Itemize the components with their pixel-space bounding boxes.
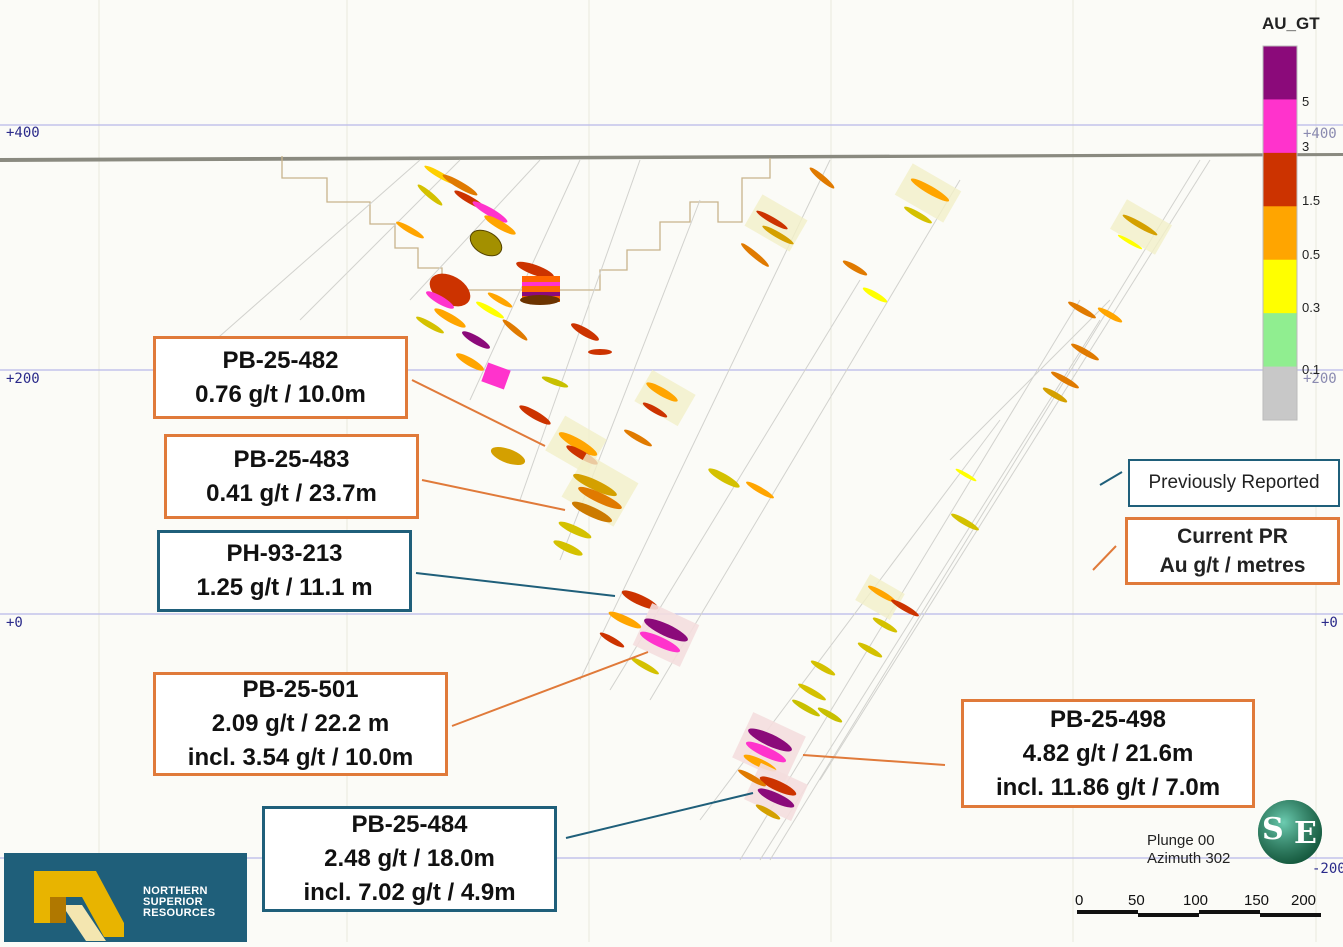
badge-letter-e: E xyxy=(1294,816,1317,851)
plunge-label: Plunge 00 xyxy=(1147,832,1215,849)
colorbar-segment xyxy=(1263,46,1297,100)
colorbar-segment xyxy=(1263,152,1297,207)
topography-surface xyxy=(0,153,1343,162)
company-logo-mark xyxy=(34,871,124,941)
scale-tick-200: 200 xyxy=(1291,892,1317,909)
legend-current-pr: Current PR Au g/t / metres xyxy=(1125,517,1340,585)
legend-previously-reported: Previously Reported xyxy=(1128,459,1340,507)
colorbar-label-3: 3 xyxy=(1302,139,1310,154)
company-name-line2: SUPERIOR xyxy=(143,896,203,908)
callout-included-grade: incl. 7.02 g/t / 4.9m xyxy=(303,879,516,906)
elevation-label-right-200: +200 xyxy=(1303,371,1337,387)
legend-current-units: Au g/t / metres xyxy=(1159,554,1306,577)
colorbar-label-0-1: 0.1 xyxy=(1302,362,1321,377)
colorbar-title: AU_GT xyxy=(1262,14,1320,33)
callout-included-grade: incl. 11.86 g/t / 7.0m xyxy=(995,773,1221,801)
callout-grade: 2.09 g/t / 22.2 m xyxy=(211,710,390,737)
callout-pb-25-501: PB-25-501 2.09 g/t / 22.2 m incl. 3.54 g… xyxy=(153,672,448,776)
callout-hole-id: PB-25-482 xyxy=(222,346,339,374)
elevation-label-left-200: +200 xyxy=(6,371,40,387)
colorbar-segment xyxy=(1263,206,1297,261)
colorbar-label-0-5: 0.5 xyxy=(1302,247,1321,262)
callout-grade: 0.76 g/t / 10.0m xyxy=(195,380,366,408)
callout-hole-id: PB-25-498 xyxy=(1049,705,1167,733)
badge-letter-s: S xyxy=(1262,812,1284,847)
elevation-label-right-0: +0 xyxy=(1321,615,1338,631)
colorbar-segment xyxy=(1263,259,1297,314)
leader-lines xyxy=(411,379,1123,839)
colorbar-segment xyxy=(1263,313,1297,368)
pit-outline xyxy=(281,156,771,291)
callout-pb-25-498: PB-25-498 4.82 g/t / 21.6m incl. 11.86 g… xyxy=(961,699,1255,808)
callout-hole-id: PH-93-213 xyxy=(226,540,343,567)
elevation-label-left-0: +0 xyxy=(6,615,23,631)
colorbar-label-1-5: 1.5 xyxy=(1302,193,1321,208)
company-logo-panel xyxy=(4,853,247,942)
colorbar-segment xyxy=(1263,366,1297,421)
scale-tick-50: 50 xyxy=(1128,892,1145,909)
callout-pb-25-482: PB-25-482 0.76 g/t / 10.0m xyxy=(153,336,408,419)
scale-tick-0: 0 xyxy=(1075,892,1084,909)
callout-ph-93-213: PH-93-213 1.25 g/t / 11.1 m xyxy=(157,530,412,612)
company-name-line1: NORTHERN xyxy=(143,885,208,897)
company-name: NORTHERN SUPERIOR RESOURCES xyxy=(143,886,215,919)
elevation-label-left-400: +400 xyxy=(6,125,40,141)
assay-intercepts xyxy=(396,163,1173,822)
scale-tick-150: 150 xyxy=(1244,892,1270,909)
callout-grade: 4.82 g/t / 21.6m xyxy=(1022,739,1194,767)
scale-tick-100: 100 xyxy=(1183,892,1209,909)
elevation-label-right-minus200: -200 xyxy=(1312,861,1343,877)
company-name-line3: RESOURCES xyxy=(143,907,216,919)
legend-previous-label: Previously Reported xyxy=(1148,472,1320,493)
callout-grade: 2.48 g/t / 18.0m xyxy=(324,845,495,872)
callout-grade: 0.41 g/t / 23.7m xyxy=(206,479,377,507)
callout-hole-id: PB-25-483 xyxy=(233,445,350,473)
colorbar-segment xyxy=(1263,99,1297,154)
view-orientation-badge xyxy=(1258,800,1322,864)
callout-grade: 1.25 g/t / 11.1 m xyxy=(196,574,373,601)
callout-pb-25-483: PB-25-483 0.41 g/t / 23.7m xyxy=(164,434,419,519)
legend-current-label: Current PR xyxy=(1177,525,1288,548)
view-info: Plunge 00 Azimuth 302 xyxy=(1147,832,1230,868)
au-colorbar xyxy=(1262,45,1298,421)
callout-included-grade: incl. 3.54 g/t / 10.0m xyxy=(187,744,414,771)
colorbar-label-5: 5 xyxy=(1302,94,1310,109)
scale-bar xyxy=(1077,910,1321,917)
callout-hole-id: PB-25-501 xyxy=(242,676,359,703)
callout-pb-25-484: PB-25-484 2.48 g/t / 18.0m incl. 7.02 g/… xyxy=(262,806,557,912)
colorbar-label-0-3: 0.3 xyxy=(1302,300,1321,315)
colorbar-border xyxy=(1262,45,1298,421)
callout-hole-id: PB-25-484 xyxy=(351,811,468,838)
elevation-label-right-400: +400 xyxy=(1303,126,1337,142)
azimuth-label: Azimuth 302 xyxy=(1147,850,1231,867)
